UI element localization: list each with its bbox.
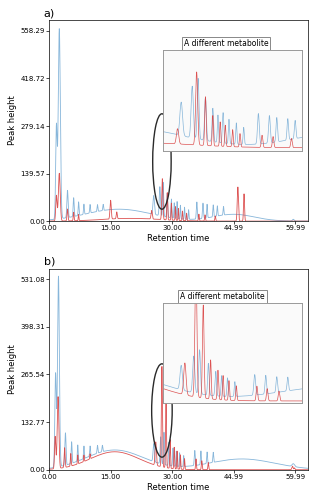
Text: b): b) xyxy=(44,256,55,266)
Text: A different metabolite: A different metabolite xyxy=(184,39,269,98)
X-axis label: Retention time: Retention time xyxy=(147,482,210,492)
Text: a): a) xyxy=(44,8,55,18)
Y-axis label: Peak height: Peak height xyxy=(8,344,17,394)
Text: A different metabolite: A different metabolite xyxy=(180,292,264,351)
Y-axis label: Peak height: Peak height xyxy=(9,96,17,146)
X-axis label: Retention time: Retention time xyxy=(147,234,210,243)
